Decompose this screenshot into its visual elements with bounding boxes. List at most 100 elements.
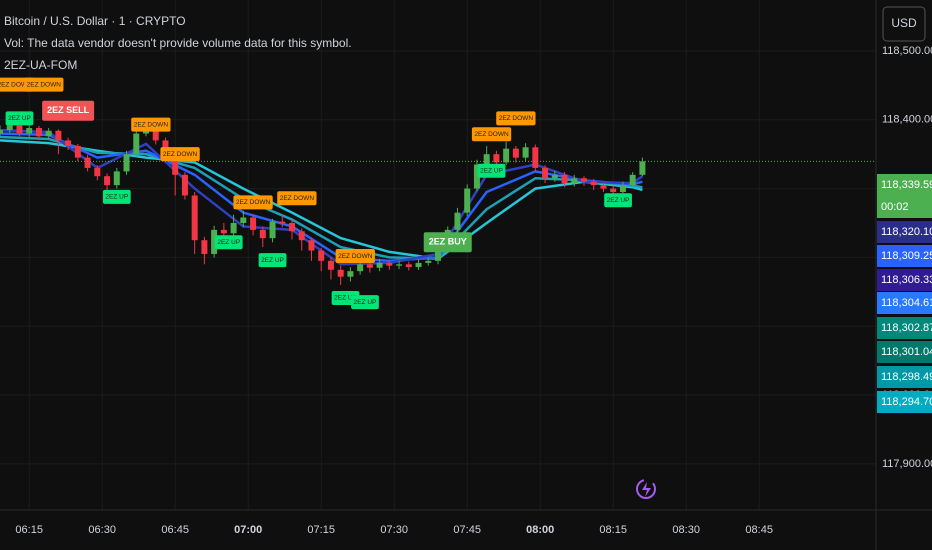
ribbon-line [0,135,643,261]
candle-body [512,148,519,158]
y-tick-label: 118,400.00 [882,114,932,126]
candle-body [220,229,227,234]
chart-title: Bitcoin / U.S. Dollar · 1 · CRYPTO [4,14,186,28]
candle-body [113,171,120,186]
x-tick-label: 07:00 [234,524,262,536]
candle-body [259,229,266,239]
price-tag [877,317,932,339]
candle-body [337,269,344,277]
signal-label: 2EZ DOWN [163,151,198,158]
signal-label: 2EZ DOWN [0,81,32,88]
candle-body [35,128,42,137]
candle-body [396,264,403,266]
price-tag-label: 118,306.33 [881,274,932,286]
price-tag [877,292,932,314]
signal-box [233,195,273,210]
signal-box [277,191,317,206]
currency-label[interactable]: USD [891,16,917,30]
x-tick-label: 08:15 [599,524,627,536]
x-tick-label: 06:45 [161,524,189,536]
signal-box [160,147,200,162]
ribbon-line [0,128,644,266]
candle-body [250,217,257,230]
candle-body [425,260,432,263]
price-tag-label: 118,298.49 [881,371,932,383]
candle-body [172,157,179,175]
price-tag [877,221,932,243]
candle-body [181,174,188,196]
candle-body [65,140,72,146]
candle-body [590,181,597,186]
candle-body [473,164,480,189]
signal-box [351,295,379,310]
x-tick-label: 07:45 [453,524,481,536]
signal-box [496,111,536,126]
candle-body [454,212,461,230]
candle-body [571,178,578,184]
signal-box [335,249,375,264]
candle-body [376,262,383,268]
candle-body [435,250,441,261]
countdown: 00:02 [881,201,909,213]
candle-body [230,222,237,234]
candle-body [493,154,500,163]
price-tag-label: 118,339.59 [881,179,932,191]
signal-label: 2EZ UP [354,299,377,306]
candle-body [55,130,62,141]
price-tag-label: 118,301.04 [881,346,932,358]
x-tick-label: 08:00 [526,524,554,536]
candle-body [269,221,276,239]
candle-body [240,217,247,223]
signal-label: 2EZ UP [217,239,240,246]
candle-body [84,157,91,168]
signal-box [423,232,472,253]
candle-body [94,167,101,177]
price-tag [877,341,932,363]
candle-body [298,231,305,241]
candle-body [104,176,111,186]
candle-body [483,154,490,165]
candle-body [357,264,364,272]
candle-body [16,125,23,134]
signal-label: 2EZ UP [480,167,503,174]
candle-body [629,174,636,186]
price-tag [877,245,932,267]
candle-body [6,125,13,131]
grid [0,0,876,510]
candle-body [211,229,218,254]
signal-label: 2EZ DOWN [134,121,169,128]
price-tag [877,174,932,218]
price-tag-label: 118,304.61 [881,297,932,309]
signal-box [131,117,171,132]
signal-box [24,77,64,92]
candle-body [366,264,373,268]
signal-box [102,189,131,204]
candle-body [191,195,198,241]
candle-body [542,167,549,179]
x-tick-label: 08:45 [745,524,773,536]
candle-body [327,260,334,270]
chart-subtitle: Vol: The data vendor doesn't provide vol… [4,36,352,50]
x-tick-label: 06:30 [88,524,116,536]
signal-label: 2EZ UP [8,115,31,122]
candle-body [415,262,422,268]
x-tick-label: 07:15 [307,524,335,536]
signal-box [258,253,287,268]
indicator-name: 2EZ-UA-FOM [4,58,77,72]
signal-box [214,235,243,250]
candle-body [405,264,412,268]
candle-body [386,262,393,266]
candle-body [600,185,607,189]
candle-body [503,148,510,163]
currency-button[interactable] [882,6,926,42]
candle-body [561,174,568,184]
candle-body [639,161,646,175]
x-tick-label: 08:30 [672,524,700,536]
candle-body [522,147,529,158]
signal-label: 2EZ DOWN [499,115,534,122]
candle-body [551,174,558,179]
candle-body [74,145,81,158]
price-tag [877,269,932,291]
